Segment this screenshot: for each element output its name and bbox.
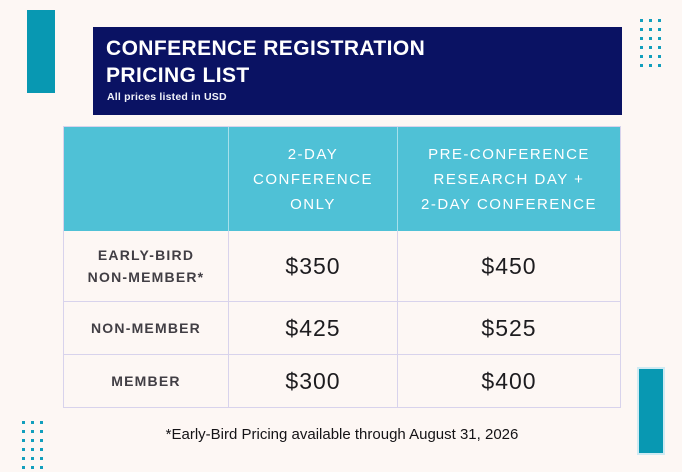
pricing-table: 2-DAY CONFERENCE ONLY PRE-CONFERENCE RES… bbox=[63, 126, 621, 408]
row-label: NON-MEMBER bbox=[91, 320, 201, 336]
price-cell: $525 bbox=[397, 302, 620, 354]
title-banner: CONFERENCE REGISTRATION PRICING LIST All… bbox=[93, 27, 622, 115]
table-row-early-bird: EARLY-BIRD NON-MEMBER* $350 $450 bbox=[64, 231, 620, 301]
price-cell: $350 bbox=[228, 231, 397, 301]
decor-teal-bar-bottom-right bbox=[637, 367, 665, 455]
table-row-member: MEMBER $300 $400 bbox=[64, 354, 620, 407]
price-cell: $450 bbox=[397, 231, 620, 301]
page-subtitle: All prices listed in USD bbox=[107, 91, 227, 103]
table-header-preconference: PRE-CONFERENCE RESEARCH DAY + 2-DAY CONF… bbox=[397, 127, 620, 231]
decor-dot-grid-bottom-left bbox=[22, 421, 43, 469]
decor-teal-bar-top-left bbox=[27, 10, 55, 93]
page-title: CONFERENCE REGISTRATION PRICING LIST bbox=[106, 37, 426, 87]
price-cell: $400 bbox=[397, 355, 620, 407]
table-row-non-member: NON-MEMBER $425 $525 bbox=[64, 301, 620, 354]
table-header-2day-conference: 2-DAY CONFERENCE ONLY bbox=[228, 127, 397, 231]
table-header-row: 2-DAY CONFERENCE ONLY PRE-CONFERENCE RES… bbox=[64, 127, 620, 231]
price-cell: $425 bbox=[228, 302, 397, 354]
row-label: MEMBER bbox=[111, 373, 181, 389]
decor-dot-grid-top-right bbox=[640, 19, 661, 67]
footnote: *Early-Bird Pricing available through Au… bbox=[165, 426, 519, 443]
row-label: EARLY-BIRD NON-MEMBER* bbox=[87, 247, 205, 285]
table-body: EARLY-BIRD NON-MEMBER* $350 $450 NON-MEM… bbox=[64, 231, 620, 407]
price-cell: $300 bbox=[228, 355, 397, 407]
table-header-blank-cell bbox=[64, 127, 228, 231]
